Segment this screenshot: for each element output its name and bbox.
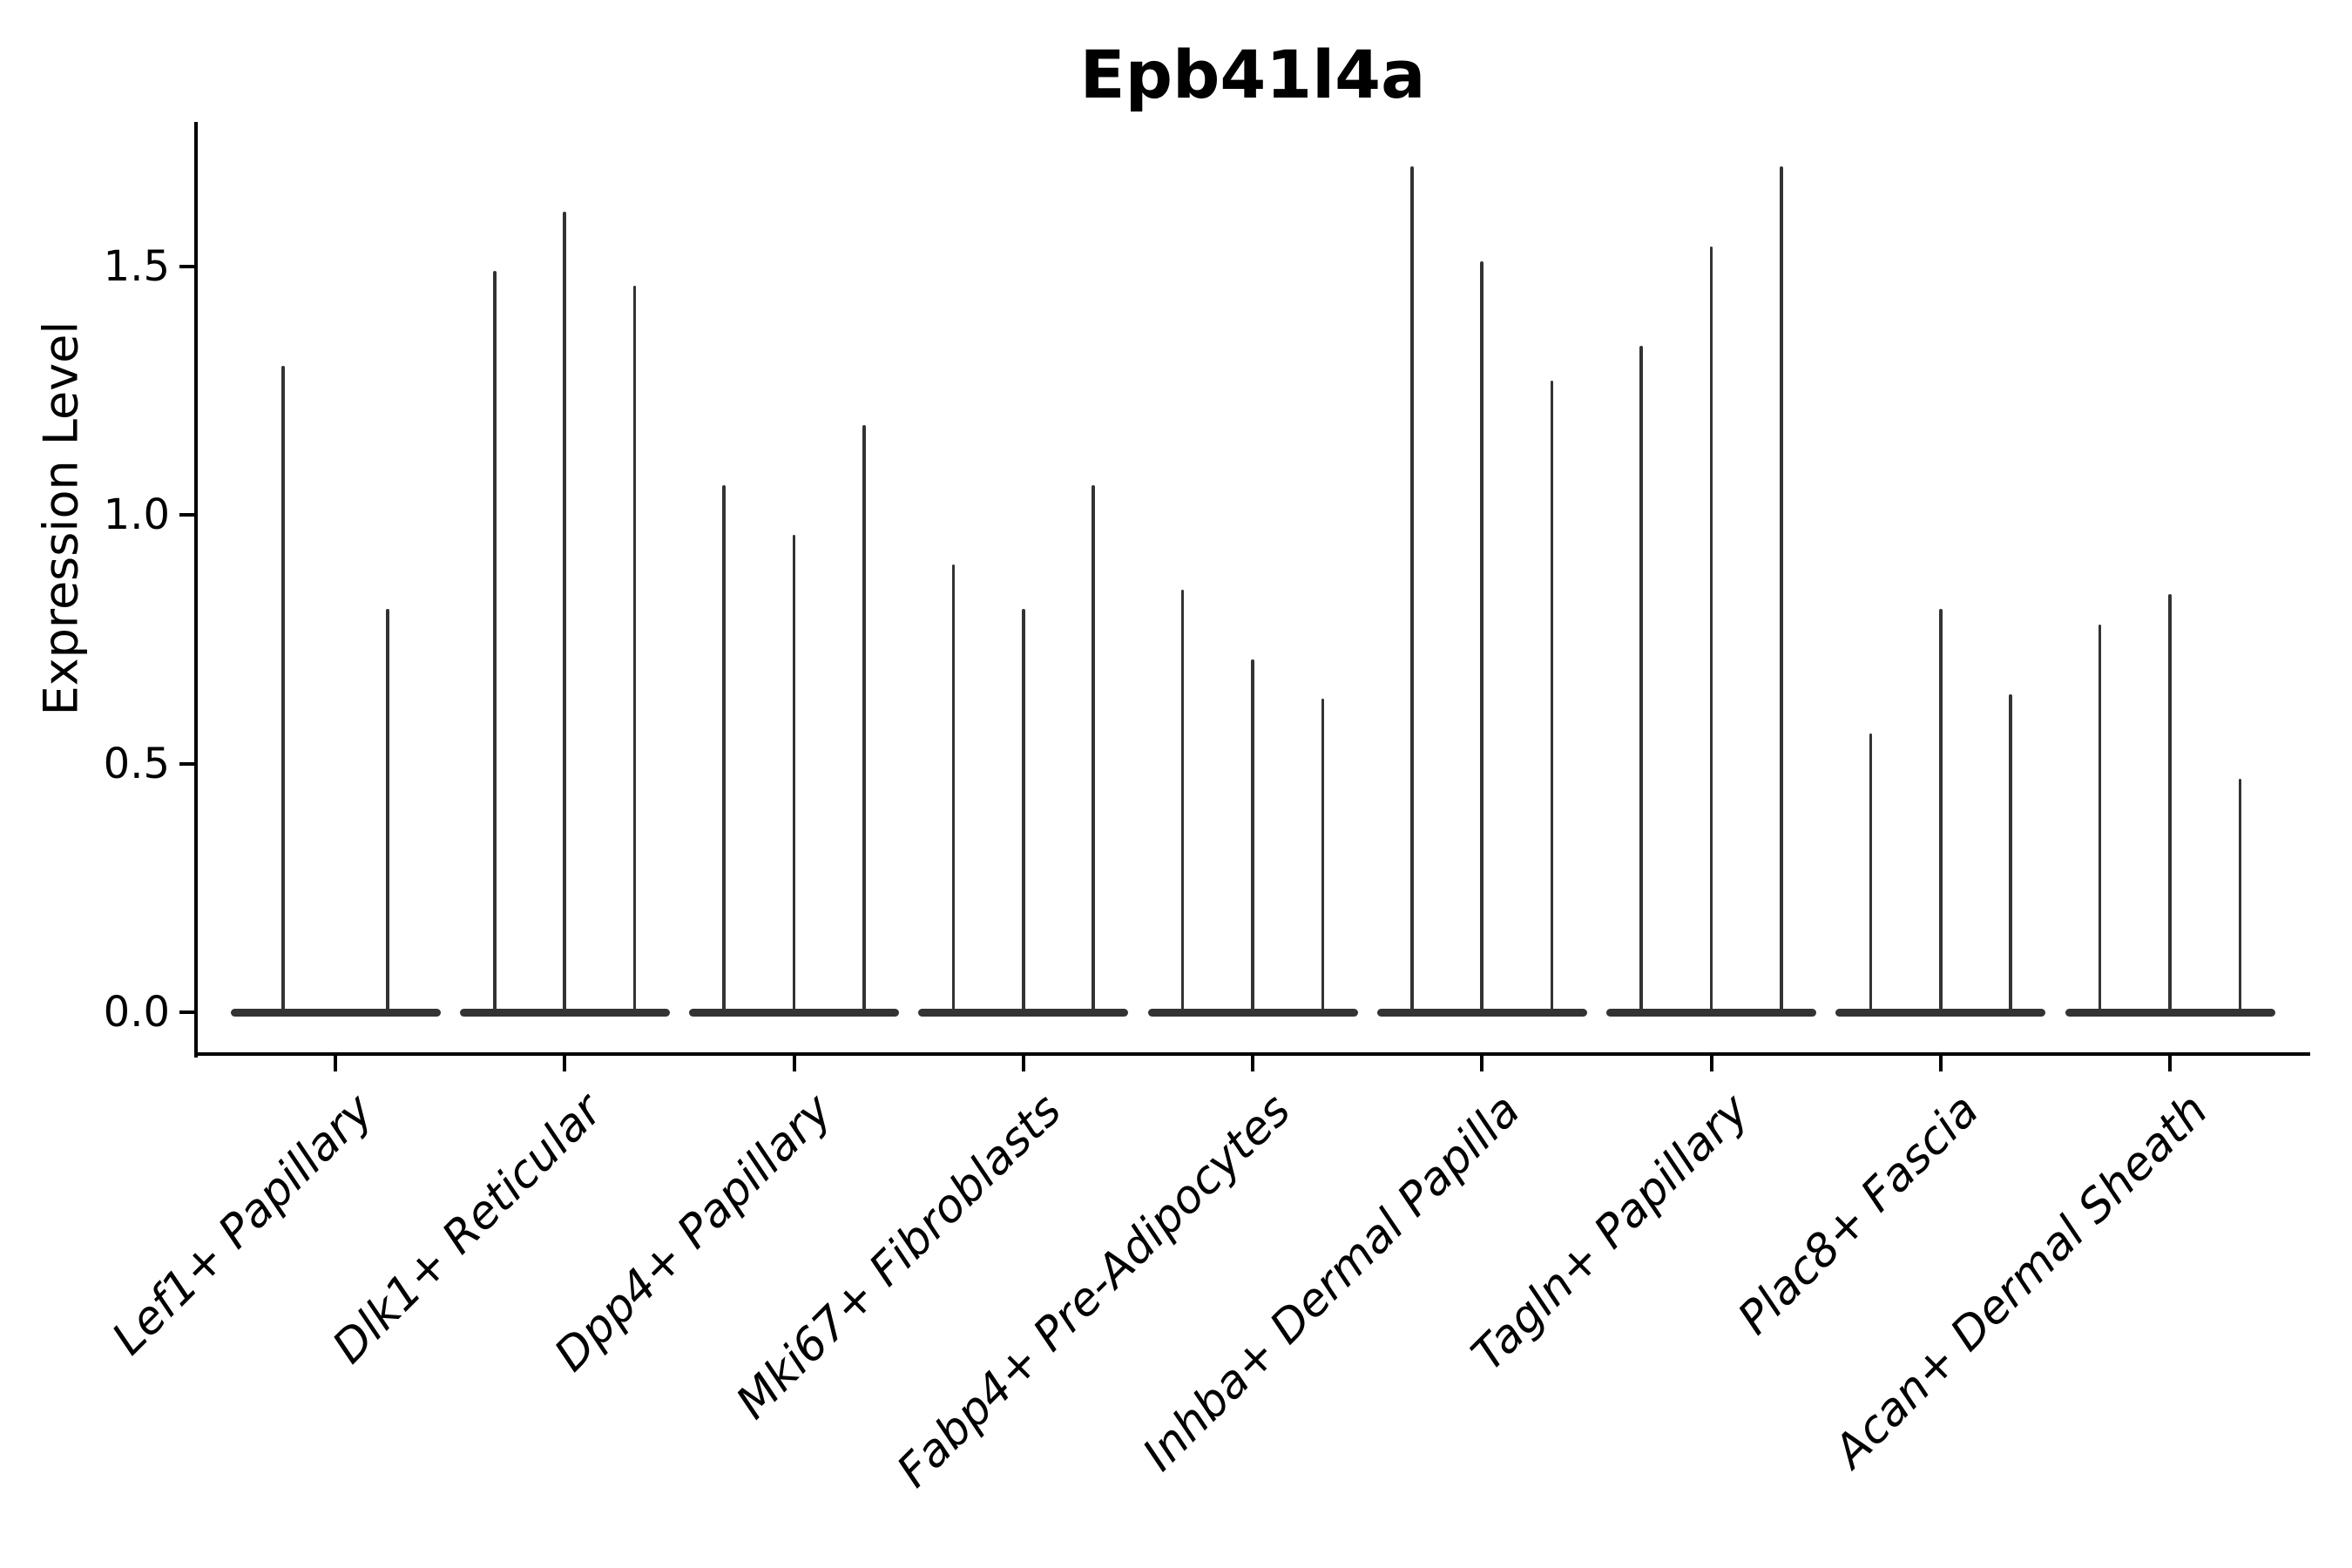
x-tick-label: Acan+ Dermal Sheath [1824, 1084, 2219, 1478]
violin-spike [1639, 345, 1643, 1015]
violin-spike [2238, 778, 2242, 1015]
violin-spike [1092, 484, 1095, 1015]
x-axis-spine [194, 1052, 2310, 1056]
violin-base [230, 1008, 441, 1017]
x-tick [563, 1054, 567, 1071]
y-tick [179, 513, 195, 517]
violin-spike [1709, 246, 1713, 1015]
x-tick [1021, 1054, 1025, 1071]
violin-spike [632, 286, 637, 1015]
violin-spike [1410, 166, 1414, 1015]
x-tick [792, 1054, 796, 1071]
violin-spike [280, 365, 285, 1015]
x-tick [2168, 1054, 2172, 1071]
x-tick [1480, 1054, 1484, 1071]
violin-spike [2168, 594, 2172, 1015]
violin-spike [2098, 624, 2102, 1015]
y-axis-spine [194, 122, 198, 1058]
y-tick-label: 1.0 [103, 490, 170, 539]
y-tick-label: 0.0 [103, 988, 170, 1037]
violin-spike [1021, 609, 1025, 1015]
violin-spike [1180, 589, 1185, 1015]
chart-title: Epb41l4a [1079, 36, 1426, 113]
violin-spike [951, 564, 956, 1015]
violin-spike [386, 609, 390, 1015]
y-tick [179, 264, 195, 268]
x-tick [1709, 1054, 1713, 1071]
violin-spike [1780, 166, 1783, 1015]
violin-spike [1869, 733, 1873, 1015]
violin-spike [862, 425, 866, 1015]
x-tick [334, 1054, 337, 1071]
violin-spike [1938, 609, 1943, 1015]
x-tick-label: Inhba+ Dermal Papilla [1132, 1084, 1531, 1482]
violin-spike [1550, 380, 1554, 1015]
violin-spike [1251, 659, 1254, 1015]
violin-spike [1480, 260, 1484, 1015]
x-tick [1938, 1054, 1943, 1071]
x-tick [1251, 1054, 1254, 1071]
x-tick-label: Plac8+ Fascia [1727, 1084, 1989, 1345]
violin-spike [792, 534, 796, 1015]
violin-spike [563, 211, 567, 1015]
y-tick-label: 0.5 [103, 739, 170, 788]
y-tick [179, 761, 195, 766]
violin-spike [1321, 699, 1325, 1015]
violin-spike [2009, 693, 2012, 1015]
x-tick-label: Fabp4+ Pre-Adipocytes [887, 1084, 1301, 1498]
violin-spike [722, 484, 726, 1015]
y-tick-label: 1.5 [103, 241, 170, 291]
y-tick [179, 1010, 195, 1014]
violin-spike [493, 271, 497, 1015]
